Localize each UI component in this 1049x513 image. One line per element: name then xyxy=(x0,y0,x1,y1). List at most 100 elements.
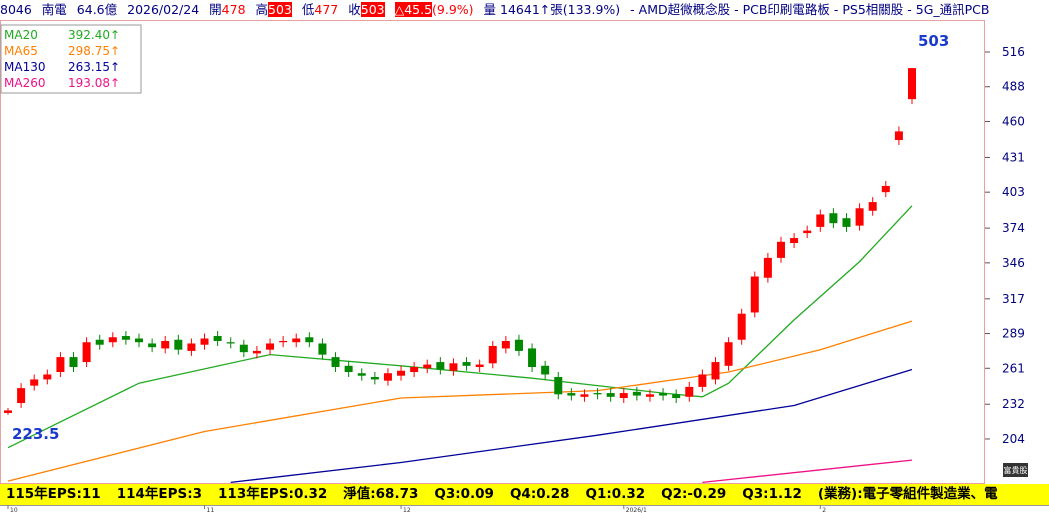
ma-line xyxy=(7,205,913,449)
y-tick-label: 317 xyxy=(1002,292,1025,306)
candle-body xyxy=(121,336,130,340)
candle-body xyxy=(43,374,52,380)
candle-body xyxy=(776,241,785,258)
footer-item: Q3:1.12 xyxy=(742,486,802,502)
header: 8046 南電 64.6億 2026/02/24 開478 高503 低477 … xyxy=(0,0,1049,20)
footer-item: (業務):電子零組件製造業、電 xyxy=(817,486,998,502)
y-tick-label: 431 xyxy=(1002,150,1025,164)
y-tick-label: 232 xyxy=(1002,397,1025,411)
x-tick-label: 11 xyxy=(207,507,215,513)
candle-body xyxy=(790,238,799,244)
legend-box xyxy=(0,24,142,94)
legend-value: 392.40↑ xyxy=(68,28,120,42)
candle-body xyxy=(632,391,641,396)
candle-body xyxy=(645,394,654,397)
x-tick-label: 10 xyxy=(10,507,18,513)
footer-item: Q4:0.28 xyxy=(509,486,570,502)
code: 8046 xyxy=(0,2,32,17)
candle-body xyxy=(200,338,209,345)
change: △45.5 xyxy=(394,2,433,17)
y-tick-label: 460 xyxy=(1002,114,1025,128)
candle-body xyxy=(423,364,432,369)
candle-body xyxy=(69,357,78,368)
candle-body xyxy=(528,348,537,368)
ma-line xyxy=(702,459,913,484)
candle-body xyxy=(305,337,314,343)
candle-body xyxy=(4,410,12,413)
legend-name: MA65 xyxy=(4,44,38,58)
candle-body xyxy=(95,339,104,345)
footer: 115年EPS:11 114年EPS:3 113年EPS:0.32 淨值:68.73 Q… xyxy=(0,484,1049,505)
candle-body xyxy=(213,336,222,341)
footer-item: 113年EPS:0.32 xyxy=(218,486,328,502)
candle-body xyxy=(711,362,720,380)
date: 2026/02/24 xyxy=(127,2,200,17)
y-tick-label: 289 xyxy=(1002,327,1025,341)
low: 477 xyxy=(314,2,339,17)
legend-name: MA130 xyxy=(4,60,45,74)
candle-body xyxy=(449,363,458,371)
candle-body xyxy=(357,373,366,376)
candle-body xyxy=(266,343,275,350)
candle-body xyxy=(803,230,812,234)
candle-body xyxy=(475,364,484,368)
x-tick-label: 12 xyxy=(403,507,411,513)
candle-body xyxy=(462,362,471,366)
y-tick-label: 346 xyxy=(1002,256,1025,270)
legend-name: MA260 xyxy=(4,76,45,90)
candle-body xyxy=(279,340,288,343)
candle-body xyxy=(318,343,327,355)
y-tick-label: 488 xyxy=(1002,80,1025,94)
candle-body xyxy=(161,340,170,349)
annotation: 223.5 xyxy=(12,425,59,443)
candle-body xyxy=(580,394,589,397)
candle-body xyxy=(370,376,379,380)
footer-item: Q3:0.09 xyxy=(434,486,494,502)
x-tick-label: 2 xyxy=(822,507,826,513)
candle-body xyxy=(619,393,628,399)
candle-body xyxy=(698,374,707,387)
high: 503 xyxy=(268,2,292,17)
candle-body xyxy=(659,393,668,396)
legend-value: 298.75↑ xyxy=(68,44,120,58)
candle-body xyxy=(894,131,903,141)
candle-body xyxy=(187,343,196,351)
candle-body xyxy=(881,185,890,193)
name: 南電 xyxy=(41,2,67,17)
candle-body xyxy=(868,202,877,211)
ma-line xyxy=(7,320,913,482)
legend-value: 193.08↑ xyxy=(68,76,120,90)
candle-body xyxy=(908,68,916,100)
candle-body xyxy=(567,393,576,396)
candle-body xyxy=(842,218,851,227)
candle-body xyxy=(816,214,825,227)
volume: 量 14641↑張(133.9%) xyxy=(483,2,621,17)
candle-body xyxy=(554,376,563,395)
footer-item: 115年EPS:11 xyxy=(6,486,101,502)
candle-body xyxy=(541,365,550,375)
candle-body xyxy=(17,388,26,404)
open: 478 xyxy=(221,2,246,17)
candle-body xyxy=(135,338,144,343)
candle-body xyxy=(855,208,864,226)
candle-body xyxy=(593,393,602,395)
candle-body xyxy=(397,370,406,376)
candle-body xyxy=(174,339,183,350)
candle-body xyxy=(750,276,759,313)
high-label: 高 xyxy=(255,2,269,17)
candle-body xyxy=(606,393,615,397)
candle-body xyxy=(672,394,681,399)
y-tick-label: 403 xyxy=(1002,185,1025,199)
candle-body xyxy=(410,367,419,372)
x-tick-label: 2026/1 xyxy=(626,507,647,513)
watermark: 富貴股 xyxy=(1004,465,1028,475)
legend: MA20 392.40↑ MA65 298.75↑ MA130 263.15↑ MA260 1… xyxy=(0,24,142,94)
candle-body xyxy=(82,342,91,363)
candle-body xyxy=(56,357,65,372)
y-tick-label: 374 xyxy=(1002,221,1025,235)
candle-body xyxy=(239,344,248,353)
footer-item: Q1:0.32 xyxy=(585,486,646,502)
candle-body xyxy=(829,213,838,224)
y-tick-label: 204 xyxy=(1002,432,1025,446)
